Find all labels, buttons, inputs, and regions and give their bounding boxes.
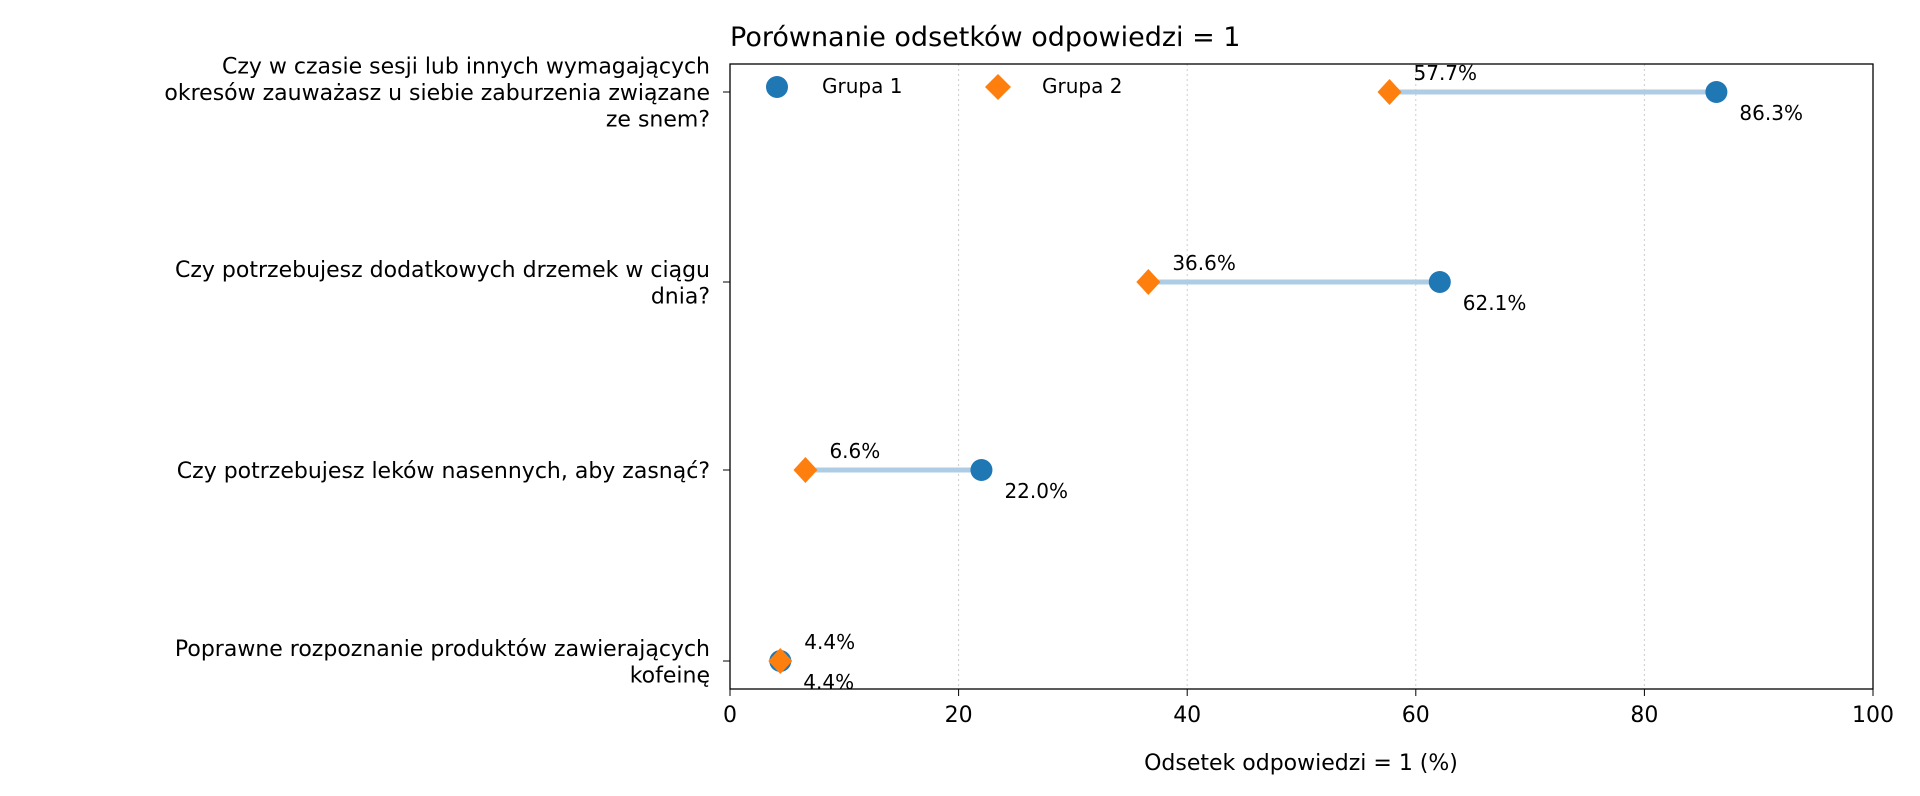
legend-grupa-1-label: Grupa 1 — [822, 74, 902, 98]
grupa-2-point — [793, 457, 818, 483]
x-axis-label: Odsetek odpowiedzi = 1 (%) — [1144, 751, 1458, 776]
x-tick-label: 60 — [1402, 703, 1430, 728]
grupa-2-value-label: 6.6% — [829, 439, 880, 463]
legend-grupa-2-marker — [985, 74, 1011, 100]
grupa-2-value-label: 4.4% — [804, 630, 855, 654]
y-tick-label: Czy potrzebujesz leków nasennych, aby za… — [177, 459, 710, 484]
y-tick-label: Czy w czasie sesji lub innych wymagający… — [164, 55, 710, 133]
y-tick-label: Poprawne rozpoznanie produktów zawierają… — [175, 637, 710, 689]
x-tick-label: 20 — [945, 703, 973, 728]
grupa-2-point — [768, 648, 793, 674]
chart-title: Porównanie odsetków odpowiedzi = 1 — [730, 22, 1240, 53]
legend-grupa-1-marker — [766, 76, 788, 98]
grupa-1-value-label: 86.3% — [1739, 101, 1803, 125]
x-tick-label: 40 — [1173, 703, 1201, 728]
grupa-2-point — [1377, 79, 1402, 105]
grupa-1-point — [1428, 271, 1451, 293]
grupa-2-value-label: 57.7% — [1414, 61, 1478, 85]
x-tick-label: 0 — [723, 703, 737, 728]
grupa-1-point — [970, 459, 993, 481]
grupa-1-value-label: 62.1% — [1463, 291, 1527, 315]
grupa-1-value-label: 4.4% — [803, 670, 854, 694]
legend-grupa-2-label: Grupa 2 — [1042, 74, 1122, 98]
grupa-1-value-label: 22.0% — [1004, 479, 1068, 503]
x-tick-label: 80 — [1630, 703, 1658, 728]
grupa-2-value-label: 36.6% — [1172, 251, 1236, 275]
y-tick-label: Czy potrzebujesz dodatkowych drzemek w c… — [175, 258, 710, 310]
grupa-1-point — [1705, 81, 1728, 103]
x-tick-label: 100 — [1852, 703, 1894, 728]
plot-frame — [729, 63, 1874, 690]
grupa-2-point — [1136, 269, 1161, 295]
